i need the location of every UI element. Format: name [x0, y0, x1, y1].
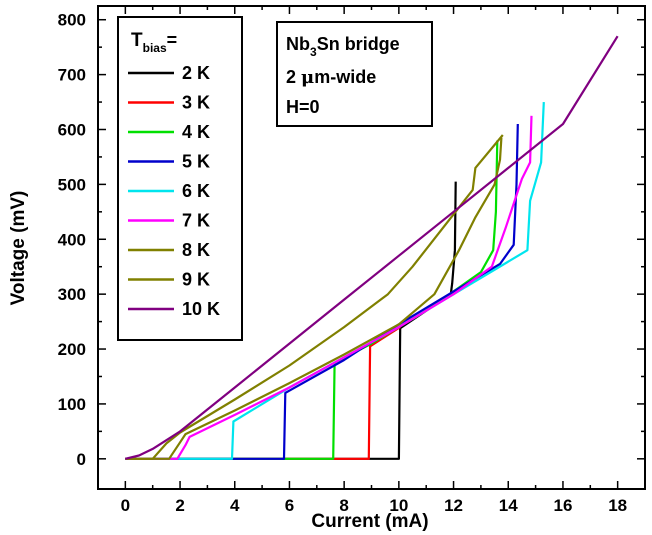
- legend-title-main: T: [131, 30, 143, 51]
- y-tick-label: 100: [58, 395, 86, 414]
- series-line-8k: [125, 137, 503, 460]
- legend-label: 4 K: [182, 122, 210, 142]
- legend: Tbias= 2 K 3 K 4 K 5 K 6 K 7 K 8 K 9 K 10 K: [117, 16, 243, 341]
- x-tick-label: 12: [444, 496, 463, 515]
- y-tick-label: 300: [58, 285, 86, 304]
- annotation-line-2: 2 μm-wide: [286, 67, 376, 88]
- axis-ticks: 0 2 4 6 8 10 12 14 16 18 0 100 200 300 400 500 600 700 800: [58, 6, 645, 515]
- legend-label: 7 K: [182, 211, 210, 231]
- annotation-line-1-post: Sn bridge: [317, 34, 400, 54]
- legend-title-sub: bias: [143, 41, 167, 55]
- annotation-line-1-sub: 3: [310, 45, 317, 59]
- y-tick-label: 800: [58, 11, 86, 30]
- x-tick-label: 4: [230, 496, 240, 515]
- series-line-5k: [125, 123, 519, 460]
- legend-label: 8 K: [182, 240, 210, 260]
- legend-entries: 2 K 3 K 4 K 5 K 6 K 7 K 8 K 9 K 10 K: [128, 63, 220, 319]
- annotation-line-2-mu: μ: [301, 67, 314, 88]
- x-tick-label: 0: [121, 496, 130, 515]
- x-tick-label: 14: [499, 496, 518, 515]
- x-tick-label: 10: [389, 496, 408, 515]
- annotation-line-3: H=0: [286, 97, 320, 117]
- legend-label: 2 K: [182, 63, 210, 83]
- annotation-line-2-pre: 2: [286, 67, 301, 87]
- legend-label: 5 K: [182, 152, 210, 172]
- x-axis-title: Current (mA): [311, 511, 428, 532]
- series-group: [125, 35, 619, 460]
- y-tick-label: 500: [58, 175, 86, 194]
- y-tick-label: 700: [58, 66, 86, 85]
- y-tick-label: 0: [77, 450, 86, 469]
- y-tick-label: 200: [58, 340, 86, 359]
- legend-title-tail: =: [167, 30, 178, 50]
- x-tick-label: 18: [608, 496, 627, 515]
- y-tick-label: 400: [58, 230, 86, 249]
- legend-label: 10 K: [182, 299, 220, 319]
- x-tick-label: 8: [339, 496, 348, 515]
- series-line-7k: [125, 115, 533, 460]
- y-axis-title: Voltage (mV): [8, 191, 29, 306]
- x-tick-label: 2: [175, 496, 184, 515]
- legend-box: [117, 16, 243, 341]
- annotation: Nb3Sn bridge 2 μm-wide H=0: [276, 21, 433, 127]
- series-line-10k: [125, 35, 619, 460]
- x-tick-label: 16: [553, 496, 572, 515]
- annotation-line-1-pre: Nb: [286, 34, 310, 54]
- legend-label: 3 K: [182, 93, 210, 113]
- annotation-line-1: Nb3Sn bridge: [286, 34, 400, 59]
- series-line-9k: [125, 134, 504, 460]
- x-tick-label: 6: [285, 496, 294, 515]
- annotation-line-2-post: m-wide: [314, 67, 376, 87]
- legend-title: Tbias=: [131, 30, 177, 55]
- y-tick-label: 600: [58, 120, 86, 139]
- annotation-box: [276, 21, 433, 127]
- legend-label: 9 K: [182, 270, 210, 290]
- legend-label: 6 K: [182, 181, 210, 201]
